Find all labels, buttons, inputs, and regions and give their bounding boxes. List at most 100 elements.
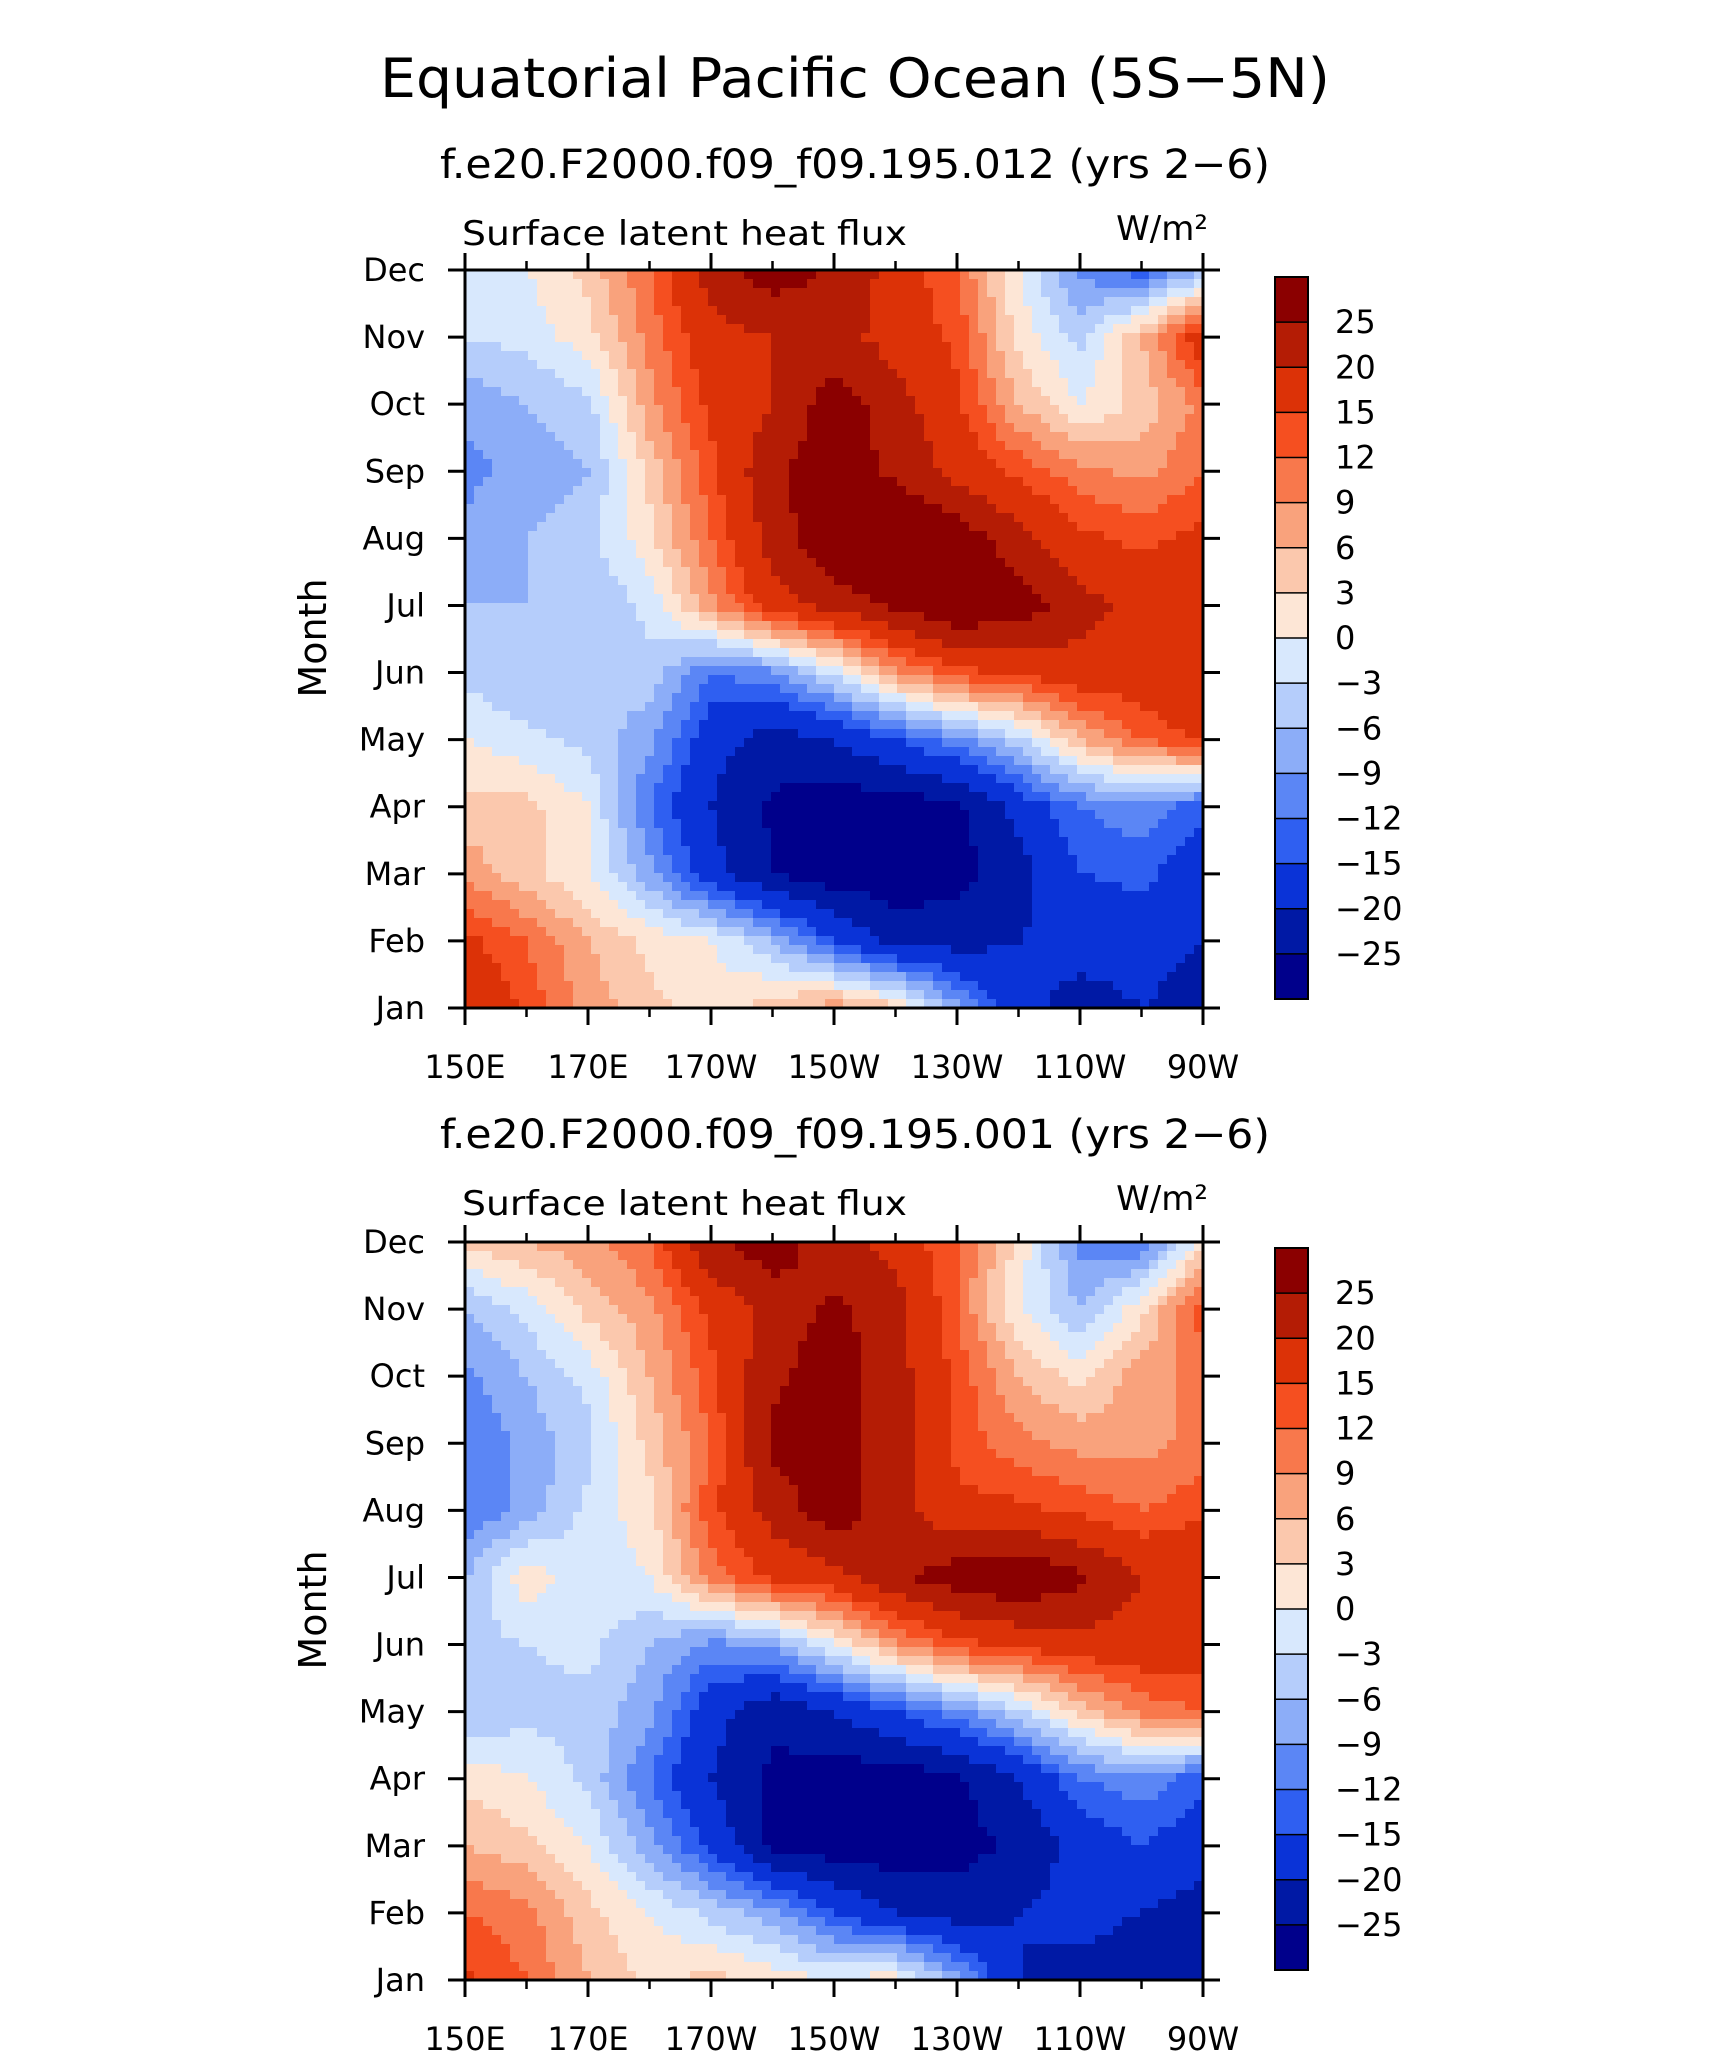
contour-cell	[969, 324, 979, 334]
contour-cell	[852, 684, 862, 694]
contour-cell	[1050, 324, 1060, 334]
contour-cell	[807, 810, 817, 820]
contour-cell	[582, 477, 592, 487]
contour-cell	[1059, 621, 1069, 631]
contour-cell	[627, 423, 637, 433]
contour-cell	[1014, 666, 1024, 676]
contour-cell	[1050, 774, 1060, 784]
contour-cell	[699, 351, 709, 361]
contour-cell	[1041, 702, 1051, 712]
contour-cell	[636, 783, 646, 793]
contour-cell	[915, 342, 925, 352]
contour-cell	[789, 450, 799, 460]
contour-cell	[708, 387, 718, 397]
contour-cell	[690, 693, 700, 703]
contour-cell	[600, 639, 610, 649]
contour-cell	[564, 738, 574, 748]
contour-cell	[555, 711, 565, 721]
contour-cell	[843, 468, 853, 478]
contour-cell	[1050, 558, 1060, 568]
contour-cell	[492, 792, 502, 802]
contour-cell	[1014, 567, 1024, 577]
contour-cell	[609, 450, 619, 460]
contour-cell	[1167, 432, 1177, 442]
contour-cell	[978, 630, 988, 640]
contour-cell	[528, 459, 538, 469]
contour-cell	[1086, 747, 1096, 757]
contour-cell	[753, 504, 763, 514]
contour-cell	[627, 351, 637, 361]
contour-cell	[987, 315, 997, 325]
contour-cell	[708, 432, 718, 442]
contour-cell	[789, 774, 799, 784]
contour-cell	[1104, 549, 1114, 559]
contour-cell	[762, 792, 772, 802]
contour-cell	[789, 369, 799, 379]
contour-cell	[834, 792, 844, 802]
contour-cell	[645, 279, 655, 289]
contour-cell	[1014, 621, 1024, 631]
contour-cell	[627, 765, 637, 775]
contour-cell	[780, 396, 790, 406]
contour-cell	[951, 675, 961, 685]
contour-cell	[1014, 351, 1024, 361]
contour-cell	[465, 783, 475, 793]
contour-cell	[564, 450, 574, 460]
contour-cell	[636, 423, 646, 433]
contour-cell	[762, 567, 772, 577]
contour-cell	[1131, 603, 1141, 613]
contour-cell	[582, 792, 592, 802]
contour-cell	[1095, 369, 1105, 379]
contour-cell	[1059, 747, 1069, 757]
contour-cell	[600, 630, 610, 640]
contour-cell	[591, 459, 601, 469]
contour-cell	[888, 684, 898, 694]
contour-cell	[465, 387, 475, 397]
contour-cell	[645, 657, 655, 667]
contour-cell	[861, 342, 871, 352]
contour-cell	[798, 459, 808, 469]
contour-cell	[780, 594, 790, 604]
contour-cell	[627, 558, 637, 568]
contour-cell	[573, 486, 583, 496]
contour-cell	[618, 351, 628, 361]
contour-cell	[555, 693, 565, 703]
contour-cell	[1023, 279, 1033, 289]
contour-cell	[726, 531, 736, 541]
contour-cell	[780, 351, 790, 361]
contour-cell	[654, 369, 664, 379]
contour-cell	[492, 594, 502, 604]
contour-cell	[690, 288, 700, 298]
contour-cell	[1167, 522, 1177, 532]
contour-cell	[618, 810, 628, 820]
contour-cell	[528, 675, 538, 685]
contour-cell	[816, 702, 826, 712]
contour-cell	[627, 576, 637, 586]
contour-cell	[960, 594, 970, 604]
contour-cell	[1077, 765, 1087, 775]
contour-cell	[627, 369, 637, 379]
contour-cell	[834, 702, 844, 712]
contour-cell	[1122, 423, 1132, 433]
contour-cell	[510, 576, 520, 586]
contour-cell	[879, 711, 889, 721]
contour-cell	[609, 459, 619, 469]
contour-cell	[798, 774, 808, 784]
contour-cell	[834, 414, 844, 424]
contour-cell	[1068, 495, 1078, 505]
contour-cell	[510, 441, 520, 451]
contour-cell	[1158, 630, 1168, 640]
contour-cell	[771, 486, 781, 496]
contour-cell	[960, 783, 970, 793]
contour-cell	[645, 522, 655, 532]
contour-cell	[546, 711, 556, 721]
contour-cell	[1041, 333, 1051, 343]
contour-cell	[528, 279, 538, 289]
contour-cell	[663, 648, 673, 658]
contour-cell	[888, 288, 898, 298]
contour-cell	[501, 342, 511, 352]
contour-cell	[861, 306, 871, 316]
contour-cell	[1167, 396, 1177, 406]
contour-cell	[1050, 333, 1060, 343]
contour-cell	[780, 414, 790, 424]
